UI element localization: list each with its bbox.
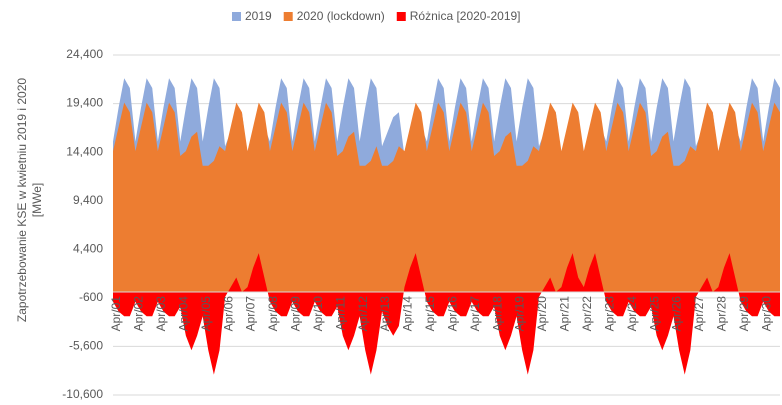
x-tick-label: Apr/25 — [647, 296, 661, 332]
legend-label: 2019 — [245, 9, 272, 23]
legend-swatch — [396, 12, 406, 21]
y-tick-label: -600 — [79, 290, 103, 304]
area — [113, 102, 780, 293]
x-tick-label: Apr/30 — [759, 296, 773, 332]
x-tick-label: Apr/07 — [244, 296, 258, 332]
x-tick-label: Apr/16 — [445, 296, 459, 332]
x-tick-label: Apr/04 — [176, 296, 190, 332]
x-tick-label: Apr/11 — [333, 296, 347, 331]
x-tick-label: Apr/17 — [468, 296, 482, 332]
x-tick-label: Apr/02 — [132, 296, 146, 332]
x-tick-label: Apr/18 — [490, 296, 504, 332]
legend-label: Różnica [2020-2019] — [410, 9, 521, 23]
area — [113, 253, 780, 375]
x-tick-label: Apr/26 — [670, 296, 684, 332]
y-axis-label: Zapotrzebowanie KSE w kwietniu 2019 i 20… — [15, 77, 44, 323]
x-tick-label: Apr/14 — [401, 296, 415, 332]
x-tick-label: Apr/05 — [199, 296, 213, 332]
x-tick-label: Apr/12 — [356, 296, 370, 332]
x-tick-label: Apr/19 — [513, 296, 527, 332]
x-tick-label: Apr/20 — [535, 296, 549, 332]
x-tick-label: Apr/03 — [154, 296, 168, 332]
x-tick-label: Apr/15 — [423, 296, 437, 332]
x-tick-label: Apr/10 — [311, 296, 325, 332]
x-tick-label: Apr/08 — [266, 296, 280, 332]
x-tick-label: Apr/28 — [715, 296, 729, 332]
x-tick-label: Apr/22 — [580, 296, 594, 332]
x-tick-label: Apr/27 — [692, 296, 706, 332]
x-tick-label: Apr/24 — [625, 296, 639, 332]
legend-label: 2020 (lockdown) — [297, 9, 385, 23]
y-tick-label: 9,400 — [73, 193, 103, 207]
x-tick-label: Apr/29 — [737, 296, 751, 332]
y-tick-label: -5,600 — [69, 339, 103, 353]
x-tick-label: Apr/13 — [378, 296, 392, 332]
y-tick-label: -10,600 — [62, 387, 103, 401]
x-tick-label: Apr/09 — [289, 296, 303, 332]
legend-swatch — [283, 12, 293, 21]
y-tick-label: 19,400 — [66, 96, 103, 110]
x-tick-label: Apr/01 — [109, 296, 123, 332]
y-tick-label: 14,400 — [66, 144, 103, 158]
x-tick-label: Apr/21 — [558, 296, 572, 332]
y-tick-label: 24,400 — [66, 47, 103, 61]
x-tick-label: Apr/23 — [602, 296, 616, 332]
y-tick-label: 4,400 — [73, 241, 103, 255]
legend-swatch — [232, 12, 241, 21]
x-tick-label: Apr/06 — [221, 296, 235, 332]
